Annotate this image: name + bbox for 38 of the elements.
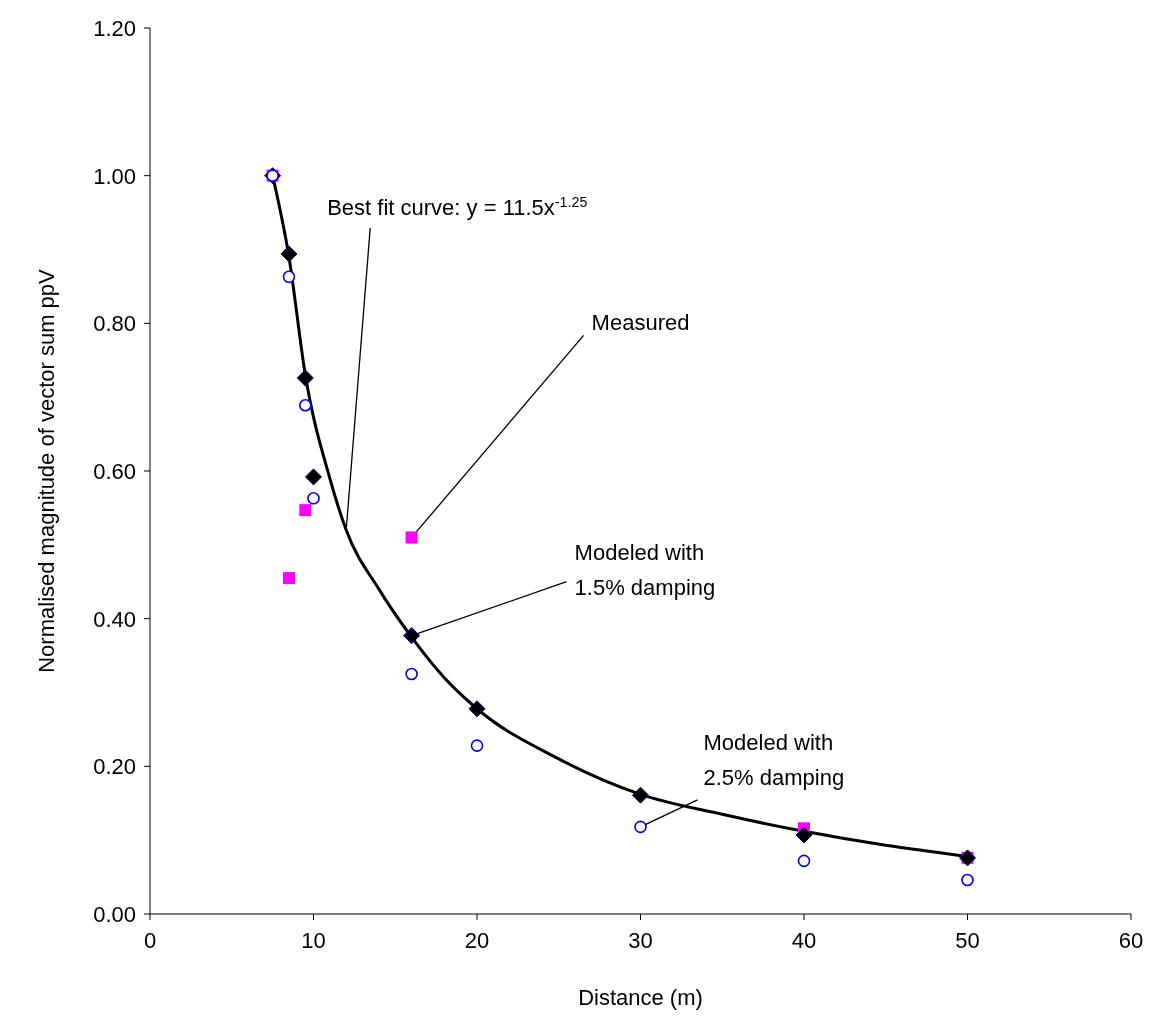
annotation: Measured [591,310,690,336]
y-tick-label: 0.80 [93,311,136,337]
x-tick-label: 0 [143,928,157,953]
point [299,504,312,517]
annotation: Modeled with 1.5% damping [574,539,716,600]
point [405,531,418,544]
point [797,854,811,868]
point [632,786,649,804]
y-tick-label: 0.40 [93,606,136,632]
point [282,572,295,585]
y-tick-label: 0.00 [93,902,136,927]
point [405,667,418,681]
x-tick-label: 30 [628,928,653,953]
x-tick-label: 40 [791,928,817,953]
point [961,873,974,887]
annotation: Best fit curve: y = 11.5x$^{-1.25}$ [327,194,588,221]
point [305,468,322,486]
y-axis-title: Normalised magnitude of vector sum ppV [34,268,59,673]
point [299,398,312,412]
point [403,627,421,645]
y-tick-label: 0.20 [93,754,136,780]
x-tick-label: 60 [1118,928,1144,953]
point [795,826,813,844]
point [280,245,298,263]
point [470,739,484,752]
x-tick-label: 20 [464,928,490,953]
y-tick-label: 0.60 [93,459,136,484]
y-tick-label: 1.00 [93,163,136,189]
x-tick-label: 50 [955,928,980,953]
x-axis-title: Distance (m) [578,985,703,1010]
point [307,492,320,505]
annotation: Modeled with 2.5% damping [703,729,845,790]
point [282,270,296,284]
y-tick-label: 1.20 [93,16,136,41]
point [468,700,486,718]
x-tick-label: 10 [301,928,326,953]
point [634,820,647,834]
point [296,369,314,387]
